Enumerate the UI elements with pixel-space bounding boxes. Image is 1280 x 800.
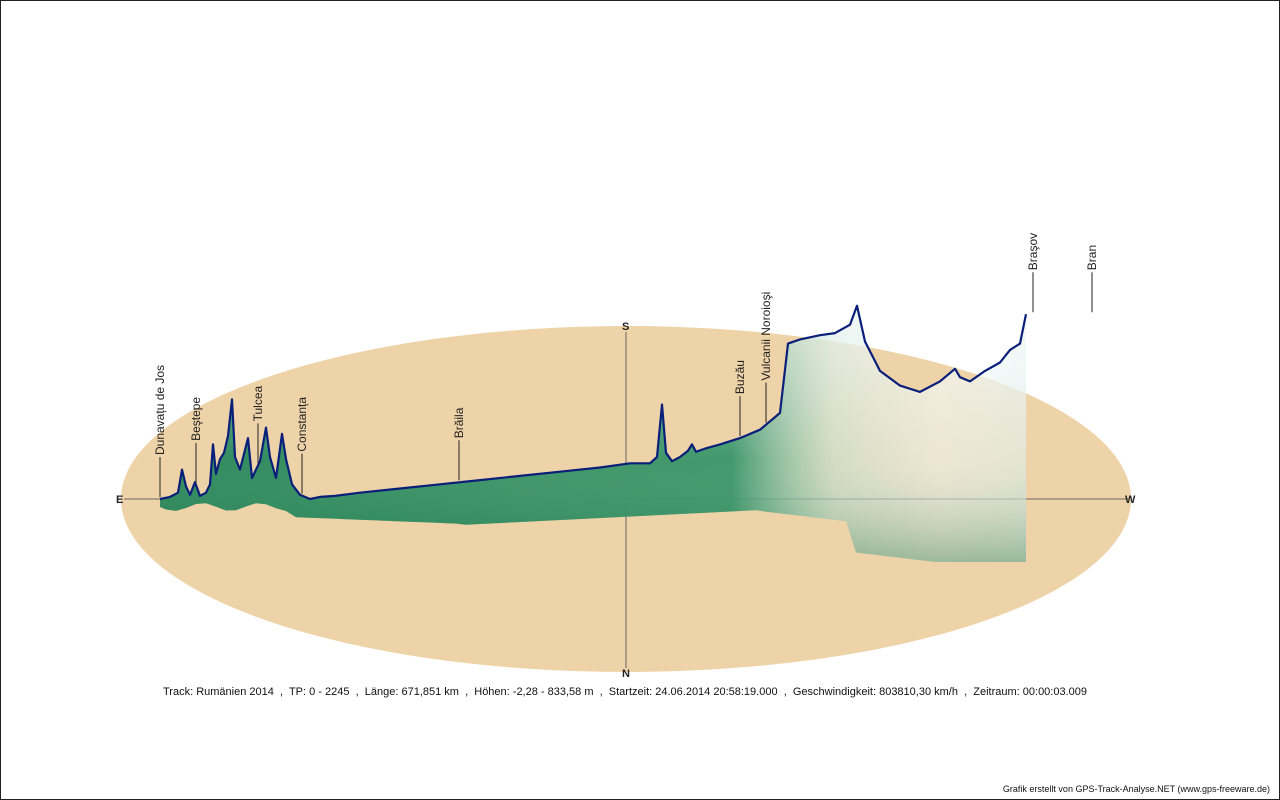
- place-label: Dunavațu de Jos: [153, 365, 167, 455]
- info-period: Zeitraum: 00:00:03.009: [973, 686, 1088, 698]
- info-track-points: TP: 0 - 2245: [288, 686, 350, 698]
- info-sep: ,: [458, 686, 475, 698]
- track-info-line: Track: Rumänien 2014 , TP: 0 - 2245 , Lä…: [0, 686, 1250, 698]
- place-label: Braşov: [1026, 233, 1040, 270]
- compass-north-label: N: [622, 668, 630, 680]
- compass-east-label: E: [116, 494, 123, 506]
- place-label: Beştepe: [189, 397, 203, 441]
- info-start-time: Startzeit: 24.06.2014 20:58:19.000: [608, 686, 778, 698]
- info-heights: Höhen: -2,28 - 833,58 m: [474, 686, 594, 698]
- credit-text: Grafik erstellt von GPS-Track-Analyse.NE…: [1002, 784, 1270, 794]
- compass-west-label: W: [1125, 494, 1136, 506]
- info-sep: ,: [273, 686, 289, 698]
- info-sep: ,: [957, 686, 974, 698]
- info-sep: ,: [593, 686, 609, 698]
- info-track: Track: Rumänien 2014: [162, 686, 274, 698]
- place-label: Vulcanii Noroioşi: [759, 292, 773, 381]
- elevation-area-shade: [160, 305, 1026, 562]
- info-sep: ,: [349, 686, 365, 698]
- info-speed: Geschwindigkeit: 803810,30 km/h: [792, 686, 958, 698]
- place-label: Brăila: [452, 407, 466, 438]
- place-label: Constanța: [295, 397, 309, 452]
- elevation-profile-line: [159, 304, 1028, 501]
- compass-south-label: S: [622, 321, 629, 333]
- info-sep: ,: [777, 686, 793, 698]
- place-label: Bran: [1085, 245, 1099, 270]
- place-markers: Dunavațu de Jos Beştepe Tulcea Constanța Bră…: [153, 233, 1099, 497]
- info-length: Länge: 671,851 km: [364, 686, 459, 698]
- place-label: Tulcea: [251, 386, 265, 422]
- place-label: Buzău: [733, 360, 747, 394]
